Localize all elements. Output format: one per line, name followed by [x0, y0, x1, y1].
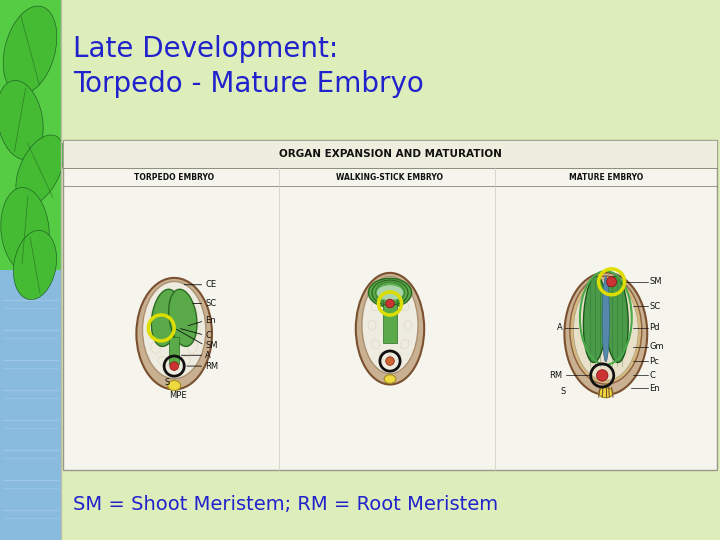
- Ellipse shape: [384, 375, 396, 383]
- Ellipse shape: [16, 135, 64, 205]
- Text: ORGAN EXPANSION AND MATURATION: ORGAN EXPANSION AND MATURATION: [279, 149, 501, 159]
- Text: SM = Shoot Meristem; RM = Root Meristem: SM = Shoot Meristem; RM = Root Meristem: [73, 496, 498, 515]
- Text: TORPEDO EMBRYO: TORPEDO EMBRYO: [134, 172, 215, 181]
- Text: Gm: Gm: [649, 342, 664, 351]
- Circle shape: [170, 362, 179, 370]
- Circle shape: [606, 277, 616, 287]
- Text: SC: SC: [649, 302, 660, 311]
- Bar: [0, 270, 61, 540]
- Ellipse shape: [605, 276, 629, 362]
- Bar: [383, 296, 397, 343]
- Bar: [169, 336, 179, 364]
- Text: S: S: [561, 387, 566, 396]
- Ellipse shape: [143, 281, 206, 379]
- Bar: [0, 0, 61, 270]
- Ellipse shape: [0, 80, 43, 160]
- Circle shape: [386, 357, 395, 366]
- Ellipse shape: [570, 276, 642, 384]
- Text: Pd: Pd: [649, 323, 660, 333]
- Ellipse shape: [14, 231, 57, 300]
- Ellipse shape: [168, 289, 197, 347]
- Text: SC: SC: [205, 299, 216, 308]
- Text: C: C: [649, 371, 655, 380]
- Text: WALKING-STICK EMBRYO: WALKING-STICK EMBRYO: [336, 172, 444, 181]
- Ellipse shape: [564, 273, 647, 395]
- Ellipse shape: [602, 277, 609, 362]
- Text: Torpedo - Mature Embryo: Torpedo - Mature Embryo: [73, 70, 424, 98]
- Ellipse shape: [1, 187, 49, 272]
- Text: CE: CE: [205, 280, 216, 289]
- Text: A: A: [205, 351, 211, 360]
- Ellipse shape: [168, 381, 181, 390]
- Bar: [63, 140, 717, 470]
- Text: En: En: [649, 384, 660, 393]
- Circle shape: [386, 299, 395, 308]
- Bar: [63, 140, 717, 168]
- Ellipse shape: [598, 388, 613, 398]
- Text: MPE: MPE: [169, 392, 186, 400]
- Text: SM: SM: [205, 341, 217, 350]
- Text: RM: RM: [549, 371, 562, 380]
- Text: RM: RM: [205, 362, 218, 370]
- Ellipse shape: [356, 273, 424, 384]
- Text: Pc: Pc: [649, 356, 659, 366]
- Text: SM: SM: [649, 278, 662, 286]
- Ellipse shape: [573, 280, 638, 381]
- Text: S: S: [165, 378, 170, 387]
- Ellipse shape: [377, 285, 404, 301]
- Ellipse shape: [369, 278, 412, 307]
- Text: A: A: [557, 323, 562, 333]
- Circle shape: [596, 370, 608, 381]
- Ellipse shape: [3, 6, 57, 94]
- Ellipse shape: [583, 276, 607, 362]
- Ellipse shape: [362, 276, 418, 374]
- Ellipse shape: [151, 289, 180, 347]
- Text: MATURE EMBRYO: MATURE EMBRYO: [569, 172, 643, 181]
- Text: C: C: [205, 330, 211, 340]
- Ellipse shape: [136, 278, 212, 389]
- Text: En: En: [205, 316, 216, 325]
- Text: Late Development:: Late Development:: [73, 35, 338, 63]
